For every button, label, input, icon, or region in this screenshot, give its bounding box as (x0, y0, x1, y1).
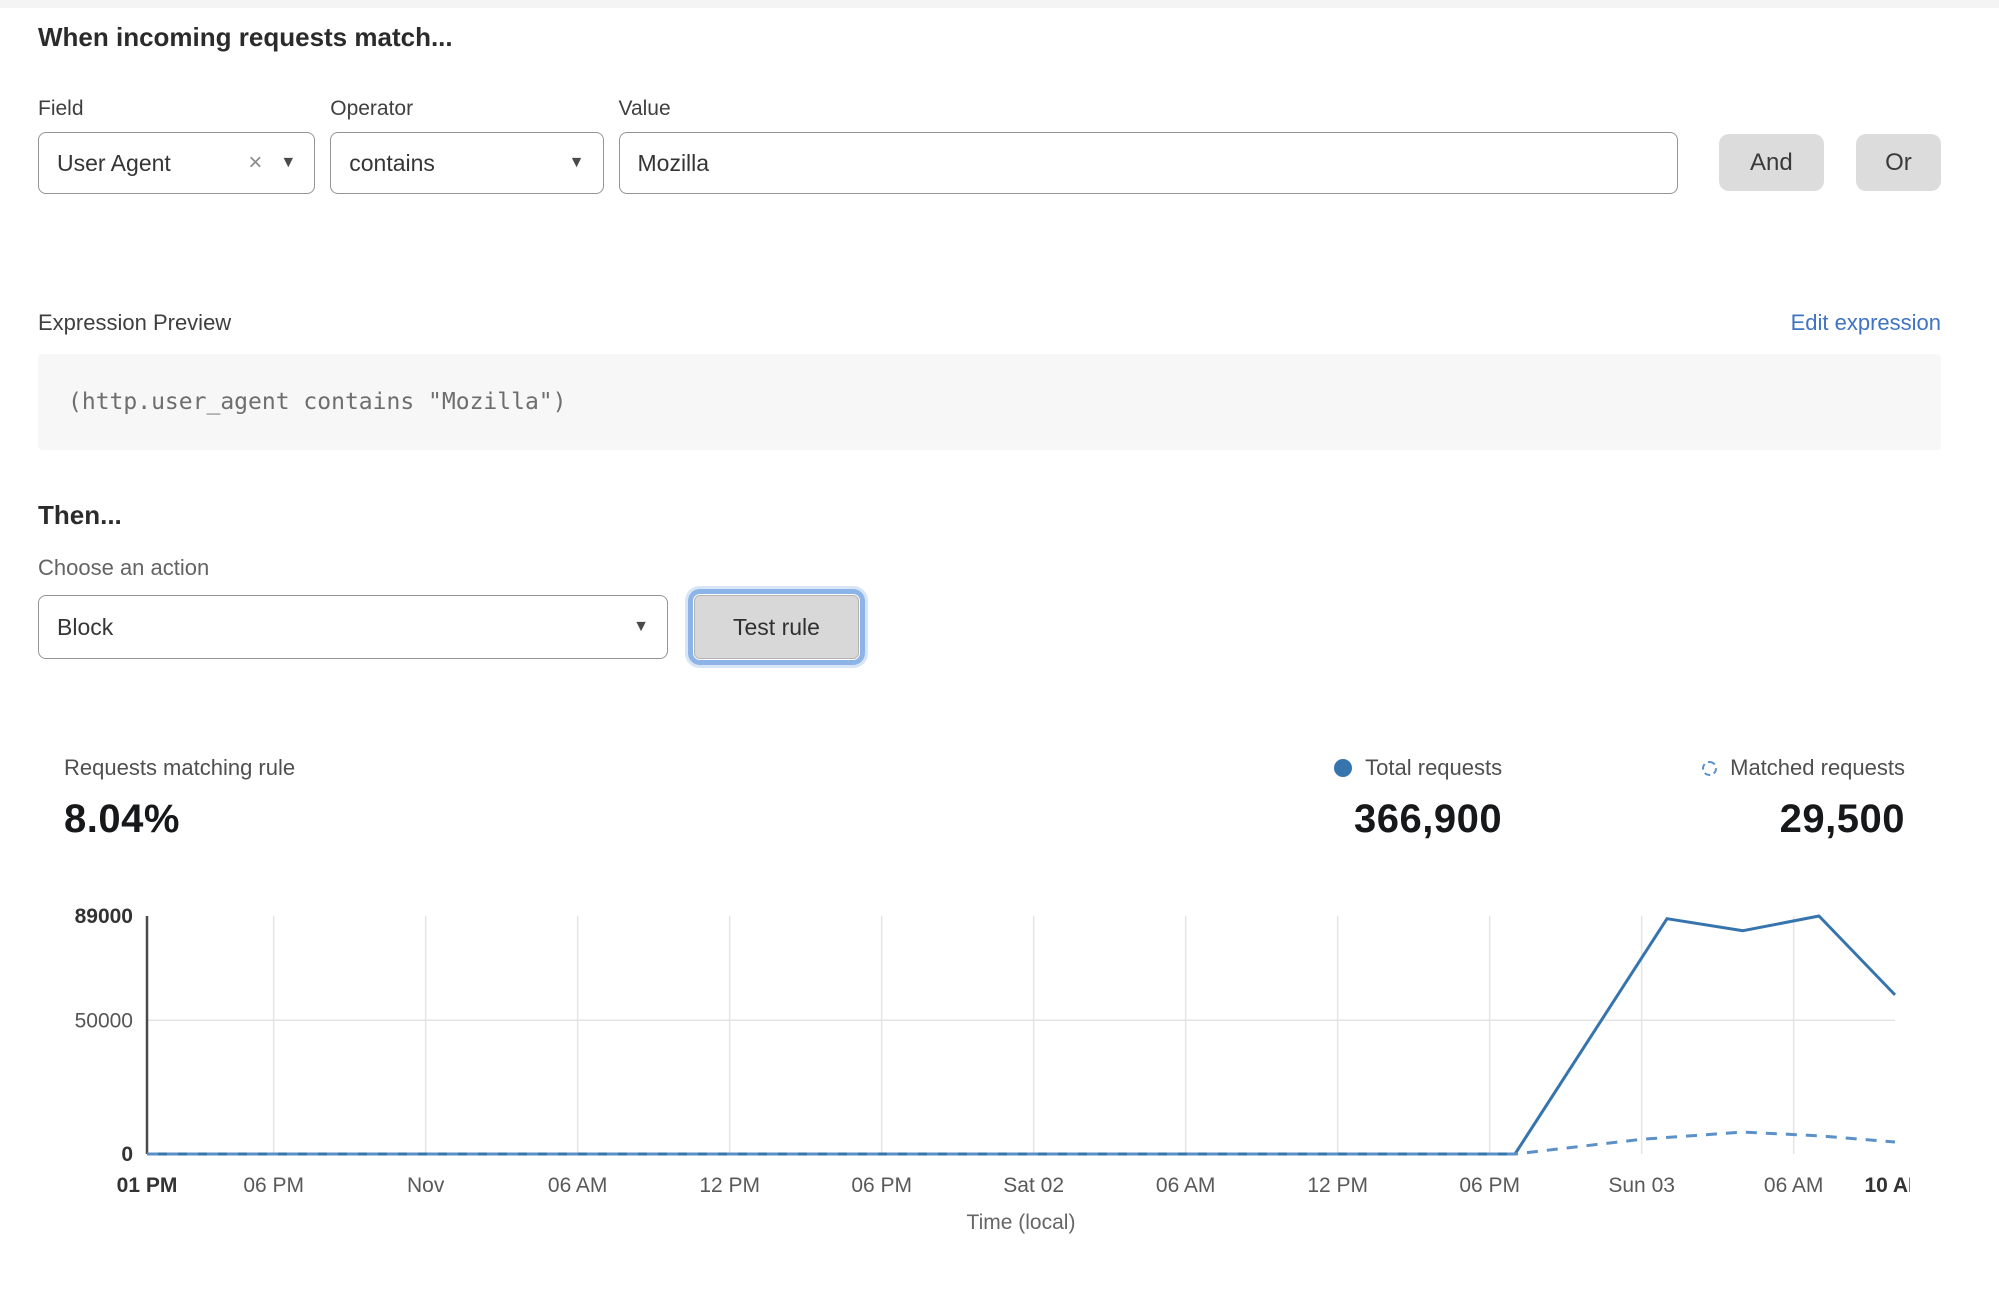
field-select[interactable]: User Agent × ▼ (38, 132, 316, 194)
edit-expression-link[interactable]: Edit expression (1790, 310, 1941, 335)
then-title: Then... (38, 500, 122, 530)
svg-text:0: 0 (121, 1143, 133, 1166)
expression-preview-label: Expression Preview (38, 310, 232, 335)
solid-dot-icon (1334, 759, 1353, 777)
total-requests-stat: Total requests 366,900 (1334, 755, 1502, 842)
operator-label: Operator (330, 97, 414, 120)
matched-requests-legend: Matched requests (1702, 755, 1905, 781)
operator-column: Operator contains ▼ (330, 97, 604, 194)
requests-matching-label: Requests matching rule (64, 755, 296, 780)
svg-text:01 PM: 01 PM (117, 1174, 178, 1197)
svg-text:Sat 02: Sat 02 (1003, 1174, 1064, 1197)
field-column: Field User Agent × ▼ (38, 97, 316, 194)
svg-text:89000: 89000 (75, 905, 133, 928)
matched-requests-value: 29,500 (1779, 797, 1905, 841)
total-requests-value: 366,900 (1354, 797, 1503, 841)
svg-text:12 PM: 12 PM (1307, 1174, 1368, 1197)
field-label: Field (38, 97, 84, 120)
svg-text:06 PM: 06 PM (243, 1174, 304, 1197)
page-title: When incoming requests match... (38, 22, 453, 52)
chevron-down-icon: ▼ (633, 618, 649, 635)
value-input[interactable] (618, 132, 1678, 194)
svg-text:50000: 50000 (75, 1009, 133, 1032)
dashed-circle-icon (1702, 760, 1718, 776)
stats-row: Requests matching rule 8.04% Total reque… (38, 755, 1941, 842)
or-button[interactable]: Or (1855, 134, 1942, 191)
value-label: Value (618, 97, 671, 120)
expression-header: Expression Preview Edit expression (38, 310, 1941, 336)
svg-text:Nov: Nov (407, 1174, 445, 1197)
action-select[interactable]: Block ▼ (38, 595, 668, 659)
total-requests-label: Total requests (1365, 755, 1503, 780)
svg-text:Sun 03: Sun 03 (1608, 1174, 1675, 1197)
test-rule-button[interactable]: Test rule (694, 595, 859, 659)
requests-matching-stat: Requests matching rule 8.04% (64, 755, 295, 842)
matched-requests-label: Matched requests (1730, 755, 1905, 780)
svg-text:06 PM: 06 PM (851, 1174, 912, 1197)
action-select-value: Block (57, 613, 114, 640)
total-requests-legend: Total requests (1334, 755, 1502, 781)
operator-select[interactable]: contains ▼ (330, 132, 604, 194)
chevron-down-icon: ▼ (280, 154, 297, 171)
svg-text:06 PM: 06 PM (1459, 1174, 1520, 1197)
operator-select-value: contains (349, 149, 435, 176)
chart-section: 0 50000 89000 01 PM 06 PM Nov 06 AM 12 PM 06 PM S… (50, 902, 1926, 1235)
matched-requests-stat: Matched requests 29,500 (1702, 755, 1905, 842)
svg-text:06 AM: 06 AM (1764, 1174, 1824, 1197)
svg-text:06 AM: 06 AM (1156, 1174, 1216, 1197)
and-button[interactable]: And (1718, 134, 1824, 191)
rule-condition-row: Field User Agent × ▼ Operator contains ▼… (38, 97, 1942, 194)
field-select-value: User Agent (57, 149, 171, 176)
expression-preview-box: (http.user_agent contains "Mozilla") (38, 354, 1941, 450)
requests-matching-value: 8.04% (64, 797, 180, 841)
svg-text:10 AM: 10 AM (1864, 1174, 1910, 1197)
action-row: Block ▼ Test rule (38, 595, 1941, 659)
svg-text:12 PM: 12 PM (699, 1174, 760, 1197)
choose-action-label: Choose an action (38, 555, 210, 580)
chart-x-axis-title: Time (local) (966, 1211, 1076, 1234)
expression-code: (http.user_agent contains "Mozilla") (68, 389, 567, 415)
value-column: Value (618, 97, 1678, 194)
requests-chart: 0 50000 89000 01 PM 06 PM Nov 06 AM 12 PM 06 PM S… (75, 905, 1926, 1197)
svg-text:06 AM: 06 AM (548, 1174, 608, 1197)
clear-field-icon[interactable]: × (248, 149, 263, 176)
chevron-down-icon: ▼ (568, 154, 585, 171)
